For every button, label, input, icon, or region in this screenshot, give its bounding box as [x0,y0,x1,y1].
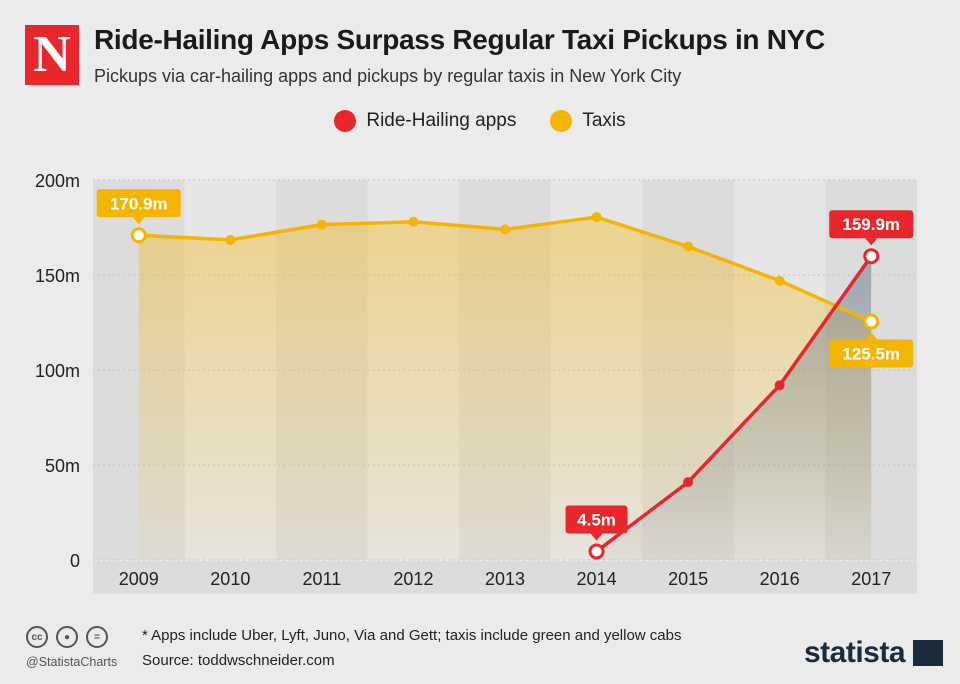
x-tick-label: 2010 [210,569,250,589]
data-label-box [829,339,914,368]
statista-mark-icon [913,640,944,666]
data-label-pointer [590,533,603,541]
taxis-point [408,216,419,227]
statista-handle: @StatistaCharts [26,655,118,669]
x-tick-label: 2012 [393,569,433,589]
chart-subtitle: Pickups via car-hailing apps and pickups… [94,66,682,86]
data-label-pointer [865,238,878,246]
y-tick-label: 100m [35,361,80,381]
taxis-point [500,224,510,235]
y-tick-label: 150m [35,266,80,286]
ride-hailing-line [595,255,873,553]
ride-hailing-point-highlight [588,543,605,560]
nd-icon: = [86,626,108,648]
taxis-area [138,217,872,561]
x-tick-label: 2017 [851,569,891,589]
legend-item-taxis: Taxis [550,110,626,132]
data-label-box [829,210,914,239]
newsweek-logo: N [25,25,79,85]
data-label: 125.5m [842,345,900,364]
taxis-point-highlight [863,313,880,330]
taxis-point [774,275,785,286]
x-axis-band [93,561,917,594]
y-tick-label: 50m [45,456,80,476]
x-tick-label: 2014 [577,569,617,589]
x-tick-label: 2009 [119,569,159,589]
data-label: 159.9m [842,215,900,234]
footnote: * Apps include Uber, Lyft, Juno, Via and… [142,627,682,644]
statista-logo: statista [804,636,944,669]
data-label-pointer [865,332,878,340]
data-label: 170.9m [110,194,168,213]
y-tick-label: 200m [35,171,80,191]
ride-hailing-point-highlight [863,248,880,265]
data-label: 4.5m [577,510,616,529]
taxis-point [591,212,602,223]
taxis-point-highlight [130,227,147,244]
ride-hailing-point [774,380,785,391]
data-label-box [96,189,181,218]
legend: Ride-Hailing apps Taxis [0,110,960,132]
x-tick-label: 2013 [485,569,525,589]
chart-title: Ride-Hailing Apps Surpass Regular Taxi P… [94,24,825,55]
taxis-point [316,219,327,230]
ride-hailing-point [683,477,694,488]
cc-icon: cc [26,626,48,648]
legend-label-ride-hailing: Ride-Hailing apps [366,110,517,131]
legend-dot-ride-hailing [334,110,357,132]
data-label-box [565,505,628,534]
line-chart: 0 50m 100m 150m 200m 2009 2010 2011 2012 2013 2014… [35,171,917,594]
by-icon: ● [56,626,78,648]
taxis-point [683,241,694,252]
x-tick-label: 2015 [668,569,708,589]
license-icons: cc ● = [26,626,108,648]
legend-dot-taxis [550,110,573,132]
y-tick-label: 0 [70,551,80,571]
logo-letter: N [33,26,71,83]
legend-label-taxis: Taxis [582,110,626,131]
data-label-pointer [132,217,145,225]
legend-item-ride-hailing: Ride-Hailing apps [334,110,516,132]
brand-name: statista [804,636,906,669]
x-tick-label: 2011 [303,569,342,589]
taxis-point [225,234,236,245]
source-note: Source: toddwschneider.com [142,652,335,669]
x-tick-label: 2016 [760,569,800,589]
ride-hailing-area [596,256,872,560]
